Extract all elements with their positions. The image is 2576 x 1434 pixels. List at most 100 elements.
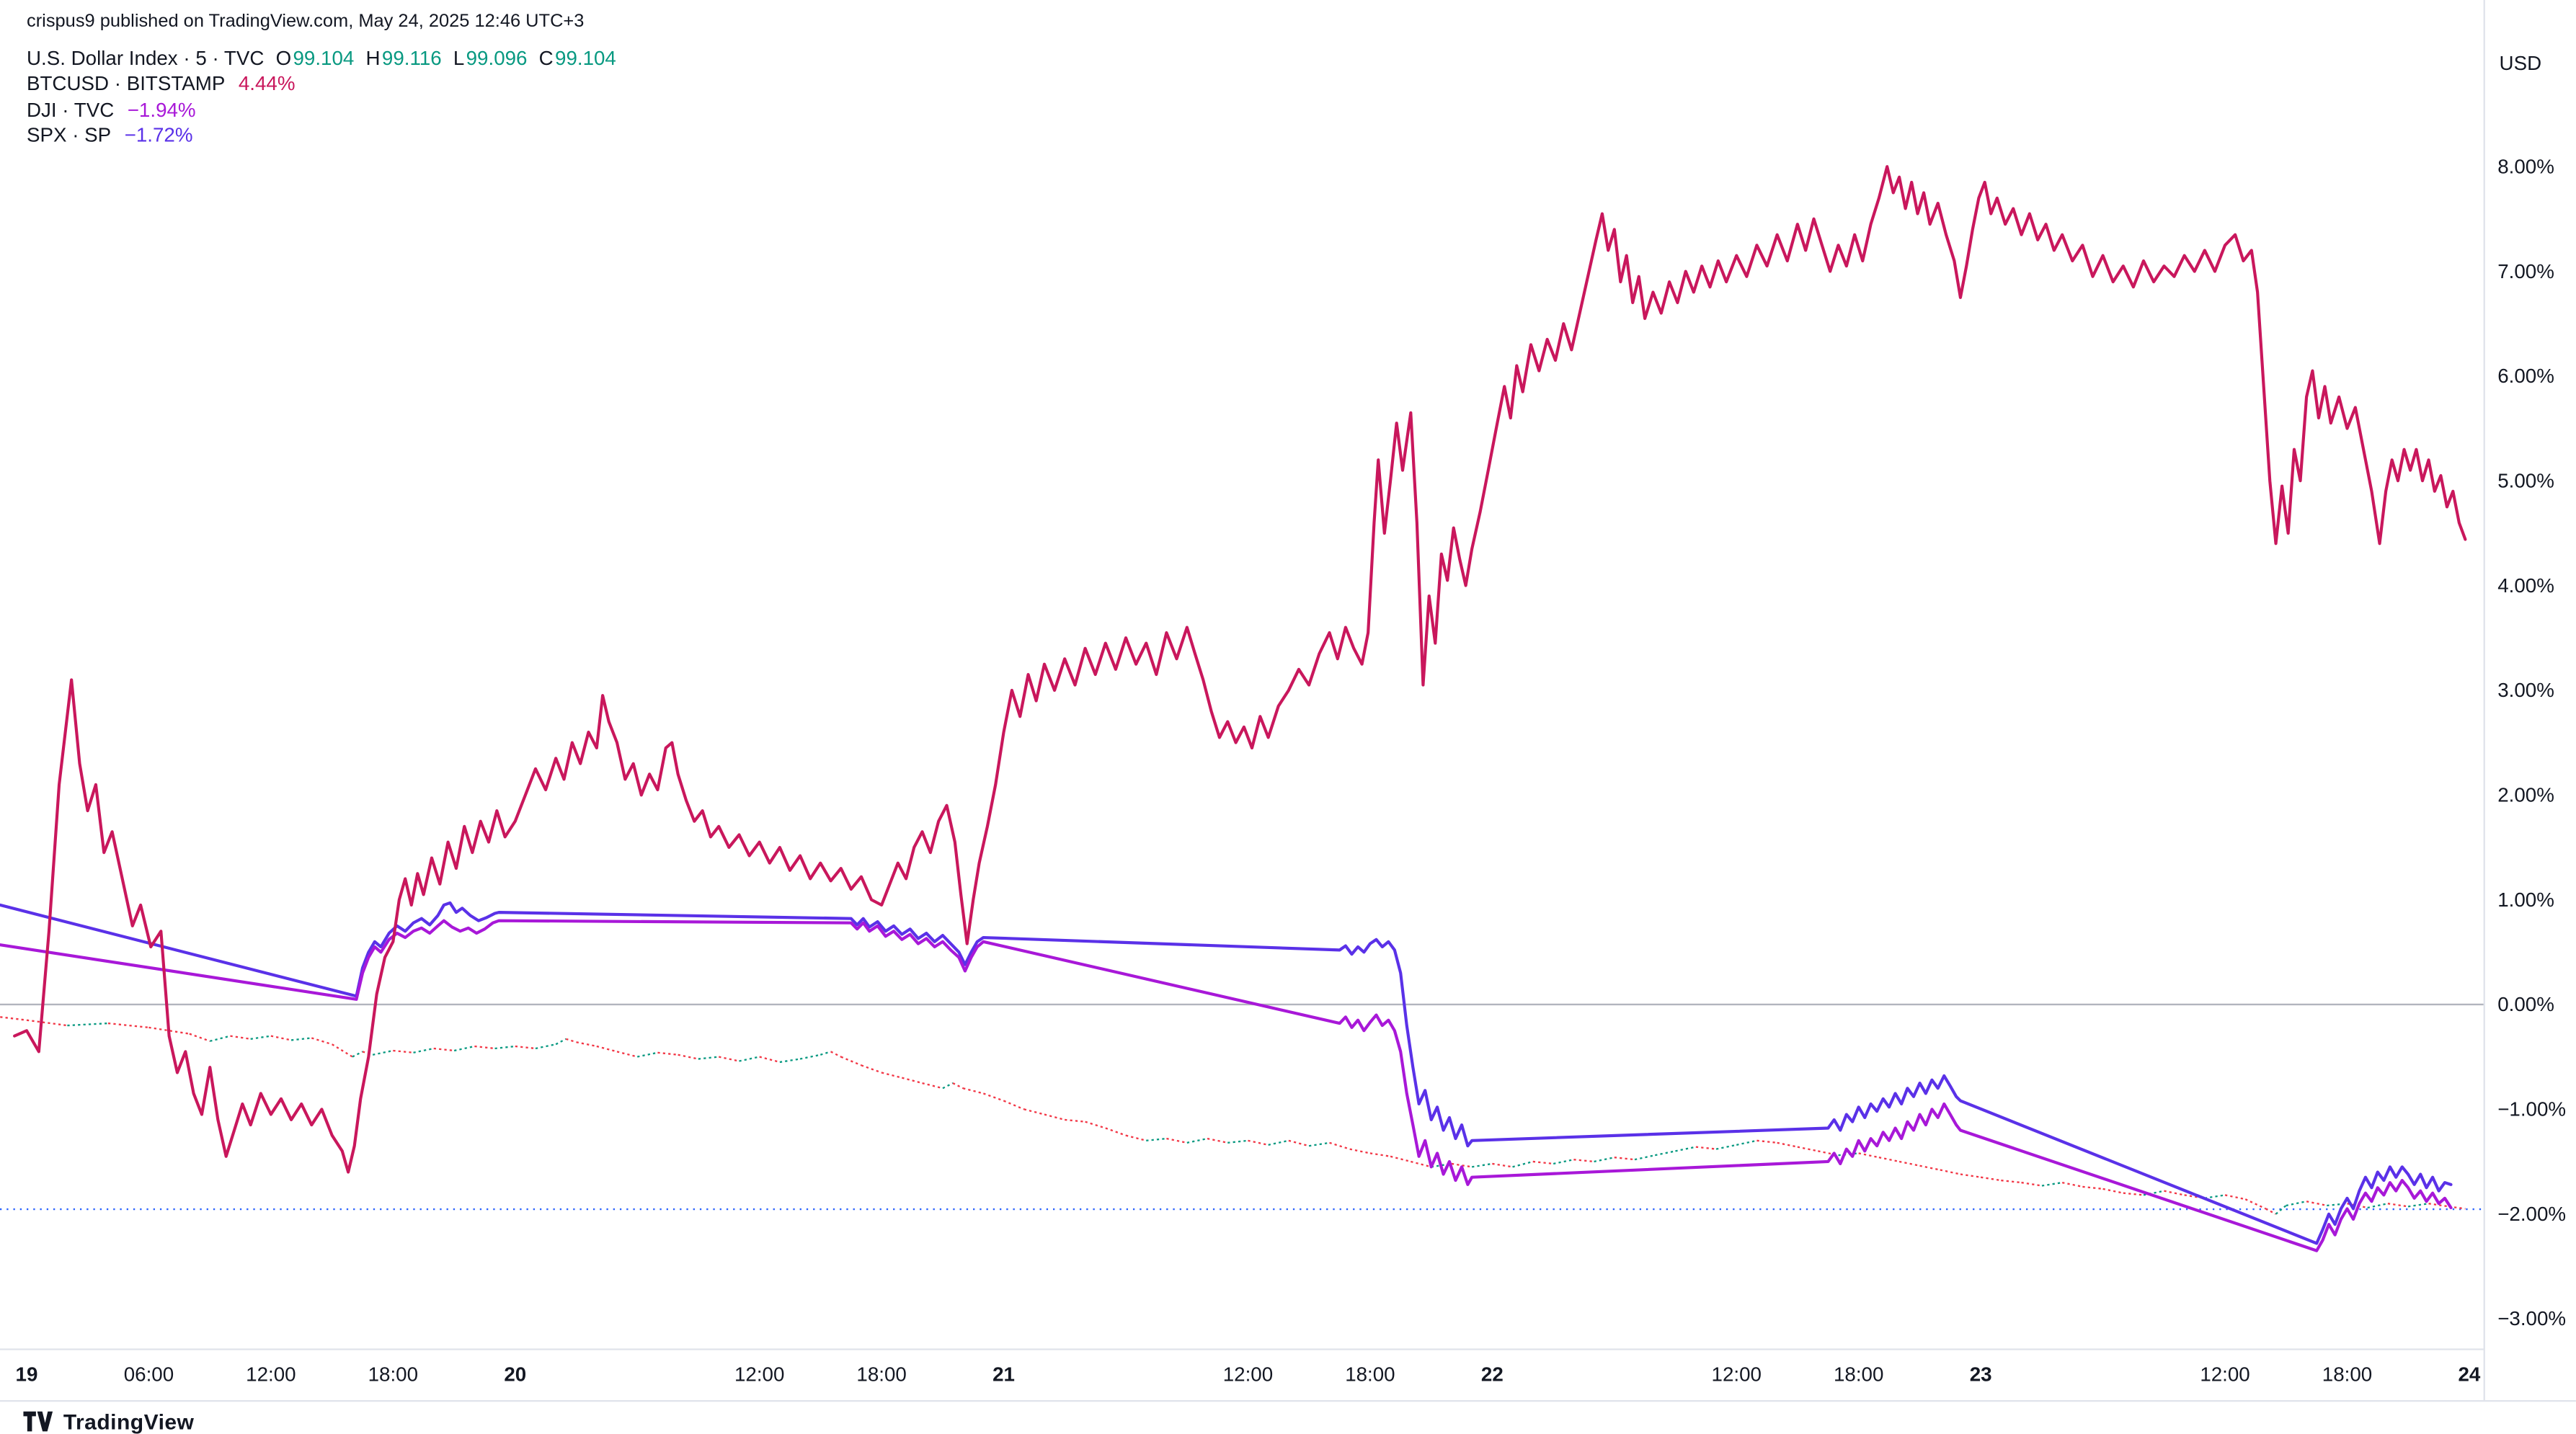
- usdx-series-line[interactable]: [2347, 1203, 2368, 1209]
- usdx-series-line[interactable]: [453, 1045, 475, 1052]
- usdx-series-line[interactable]: [942, 1082, 954, 1090]
- usdx-series-line[interactable]: [2244, 1198, 2266, 1210]
- usdx-series-line[interactable]: [1838, 1152, 1859, 1157]
- usdx-series-line[interactable]: [2275, 1205, 2287, 1215]
- usdx-series-line[interactable]: [290, 1037, 312, 1041]
- usdx-series-line[interactable]: [270, 1035, 292, 1041]
- usdx-series-line[interactable]: [739, 1056, 760, 1062]
- usdx-series-line[interactable]: [1003, 1100, 1025, 1110]
- usdx-series-line[interactable]: [1634, 1154, 1656, 1161]
- usdx-series-line[interactable]: [2021, 1181, 2043, 1187]
- usdx-series-line[interactable]: [1898, 1160, 1920, 1167]
- usdx-series-line[interactable]: [2082, 1185, 2103, 1190]
- usdx-series-line[interactable]: [576, 1041, 598, 1048]
- usdx-series-line[interactable]: [1268, 1139, 1289, 1146]
- usdx-series-line[interactable]: [107, 1022, 149, 1029]
- usdx-series-line[interactable]: [1532, 1160, 1554, 1165]
- usdx-series-line[interactable]: [636, 1051, 658, 1058]
- usdx-series-line[interactable]: [1756, 1139, 1777, 1144]
- usdx-series-line[interactable]: [1065, 1118, 1085, 1123]
- usdx-series-line[interactable]: [1695, 1146, 1717, 1150]
- usdx-series-line[interactable]: [616, 1051, 638, 1058]
- usdx-series-line[interactable]: [332, 1043, 353, 1058]
- usdx-series-line[interactable]: [2123, 1192, 2144, 1196]
- legend-row-usdx[interactable]: U.S. Dollar Index · 5 · TVC O 99.104 H 99.11…: [27, 47, 616, 73]
- usdx-series-line[interactable]: [2041, 1181, 2063, 1187]
- usdx-series-line[interactable]: [1451, 1162, 1473, 1168]
- usdx-series-line[interactable]: [1919, 1164, 1940, 1171]
- usdx-series-line[interactable]: [1411, 1160, 1432, 1168]
- usdx-series-line[interactable]: [678, 1054, 699, 1060]
- usdx-series-line[interactable]: [657, 1051, 678, 1056]
- usdx-series-line[interactable]: [311, 1037, 333, 1046]
- usdx-series-line[interactable]: [1940, 1169, 1961, 1175]
- usdx-series-line[interactable]: [1878, 1157, 1900, 1163]
- usdx-series-line[interactable]: [1675, 1146, 1697, 1152]
- spx-series-line[interactable]: [0, 901, 2453, 1245]
- usdx-series-line[interactable]: [148, 1026, 190, 1035]
- usdx-series-line[interactable]: [1044, 1113, 1065, 1121]
- usdx-series-line[interactable]: [1105, 1127, 1127, 1136]
- usdx-series-line[interactable]: [372, 1049, 394, 1056]
- usdx-series-line[interactable]: [26, 1019, 68, 1027]
- legend-row-spx[interactable]: SPX · SP −1.72%: [27, 124, 616, 150]
- usdx-series-line[interactable]: [861, 1064, 882, 1074]
- usdx-series-line[interactable]: [1654, 1150, 1676, 1157]
- usdx-series-line[interactable]: [1023, 1108, 1045, 1115]
- usdx-series-line[interactable]: [362, 1051, 373, 1056]
- usdx-series-line[interactable]: [2164, 1190, 2185, 1196]
- dji-series-line[interactable]: [0, 919, 2453, 1252]
- usdx-series-line[interactable]: [596, 1045, 618, 1053]
- legend-row-dji[interactable]: DJI · TVC −1.94%: [27, 98, 616, 124]
- usdx-series-line[interactable]: [759, 1056, 781, 1064]
- usdx-series-line[interactable]: [1227, 1139, 1248, 1144]
- usdx-series-line[interactable]: [2001, 1179, 2022, 1184]
- usdx-series-line[interactable]: [1777, 1141, 1798, 1148]
- usdx-series-line[interactable]: [1166, 1137, 1188, 1144]
- usdx-series-line[interactable]: [555, 1038, 567, 1046]
- usdx-series-line[interactable]: [2407, 1203, 2429, 1208]
- usdx-series-line[interactable]: [1573, 1159, 1594, 1163]
- usdx-series-line[interactable]: [1960, 1173, 1981, 1178]
- usdx-series-line[interactable]: [1248, 1139, 1269, 1146]
- usdx-series-line[interactable]: [2387, 1203, 2409, 1208]
- tradingview-logo-icon[interactable]: [23, 1411, 53, 1433]
- usdx-series-line[interactable]: [2061, 1181, 2083, 1188]
- usdx-series-line[interactable]: [952, 1082, 964, 1090]
- usdx-series-line[interactable]: [230, 1035, 251, 1040]
- usdx-series-line[interactable]: [2265, 1208, 2277, 1215]
- btc-series-line[interactable]: [13, 165, 2467, 1174]
- usdx-series-line[interactable]: [1736, 1139, 1757, 1146]
- usdx-series-line[interactable]: [1369, 1152, 1391, 1157]
- usdx-series-line[interactable]: [1125, 1134, 1147, 1141]
- tradingview-brand[interactable]: TradingView: [63, 1409, 195, 1434]
- usdx-series-line[interactable]: [982, 1092, 1004, 1102]
- usdx-series-line[interactable]: [902, 1077, 923, 1085]
- usdx-series-line[interactable]: [1797, 1146, 1818, 1152]
- usdx-series-line[interactable]: [1146, 1137, 1167, 1141]
- usdx-series-line[interactable]: [1858, 1152, 1880, 1159]
- usdx-series-line[interactable]: [820, 1051, 831, 1056]
- usdx-series-line[interactable]: [881, 1072, 902, 1079]
- usdx-series-line[interactable]: [1492, 1162, 1513, 1168]
- usdx-series-line[interactable]: [565, 1038, 577, 1043]
- usdx-series-line[interactable]: [474, 1045, 495, 1050]
- usdx-series-line[interactable]: [1594, 1157, 1615, 1163]
- usdx-series-line[interactable]: [1085, 1121, 1106, 1129]
- usdx-series-line[interactable]: [1553, 1159, 1574, 1165]
- usdx-series-line[interactable]: [1349, 1148, 1371, 1154]
- usdx-series-line[interactable]: [2428, 1203, 2449, 1208]
- usdx-series-line[interactable]: [2306, 1201, 2327, 1207]
- usdx-series-line[interactable]: [494, 1045, 515, 1050]
- usdx-series-line[interactable]: [1207, 1137, 1228, 1144]
- usdx-series-line[interactable]: [535, 1043, 556, 1050]
- usdx-series-line[interactable]: [2286, 1201, 2307, 1207]
- usdx-series-line[interactable]: [2204, 1194, 2226, 1199]
- usdx-series-line[interactable]: [719, 1056, 740, 1062]
- usdx-series-line[interactable]: [67, 1022, 109, 1027]
- usdx-series-line[interactable]: [698, 1056, 719, 1060]
- usdx-series-line[interactable]: [1308, 1141, 1330, 1147]
- usdx-series-line[interactable]: [830, 1051, 842, 1058]
- usdx-series-line[interactable]: [1715, 1144, 1737, 1150]
- usdx-series-line[interactable]: [413, 1047, 434, 1054]
